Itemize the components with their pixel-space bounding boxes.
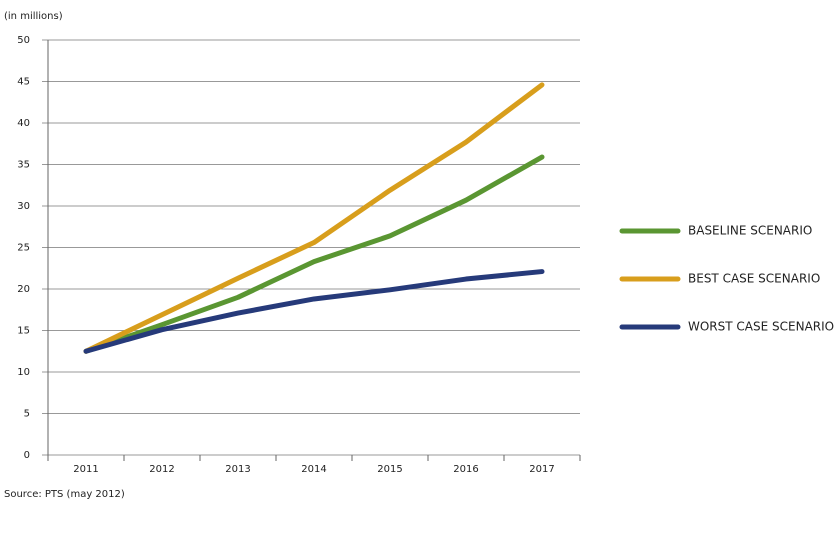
x-tick-label: 2017: [529, 464, 554, 475]
y-tick-label: 45: [17, 77, 30, 88]
y-tick-label: 20: [17, 284, 30, 295]
x-tick-label: 2015: [377, 464, 402, 475]
x-tick-label: 2014: [301, 464, 326, 475]
legend-label: BASELINE SCENARIO: [688, 224, 812, 238]
y-tick-label: 10: [17, 367, 30, 378]
legend-label: BEST CASE SCENARIO: [688, 272, 820, 286]
series-line: [83, 154, 545, 354]
source-note: Source: PTS (may 2012): [4, 489, 125, 500]
x-tick-label: 2016: [453, 464, 478, 475]
y-tick-label: 50: [17, 35, 30, 46]
y-tick-label: 35: [17, 160, 30, 171]
y-tick-label: 15: [17, 326, 30, 337]
y-axis-label: (in millions): [4, 11, 63, 22]
x-tick-label: 2011: [73, 464, 98, 475]
y-tick-label: 0: [24, 450, 30, 461]
y-tick-label: 30: [17, 201, 30, 212]
x-tick-label: 2013: [225, 464, 250, 475]
y-tick-label: 25: [17, 243, 30, 254]
series-line: [83, 82, 545, 354]
x-tick-label: 2012: [149, 464, 174, 475]
series-line: [83, 269, 545, 354]
y-tick-label: 40: [17, 118, 30, 129]
y-tick-label: 5: [24, 409, 30, 420]
legend-label: WORST CASE SCENARIO: [688, 320, 834, 334]
